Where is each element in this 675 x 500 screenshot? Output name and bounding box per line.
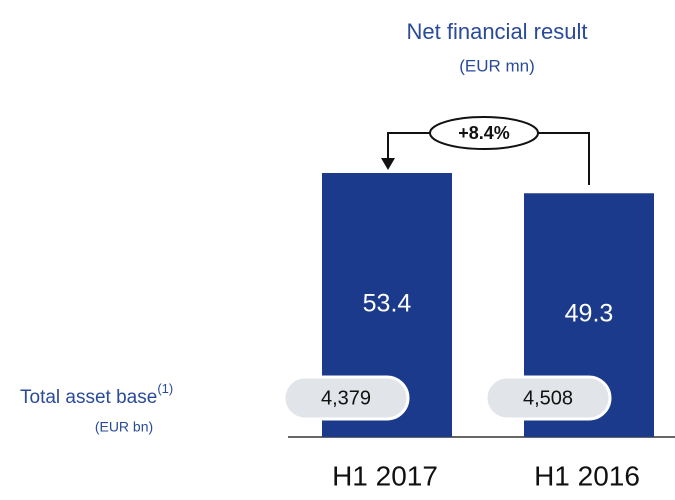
chart-title: Net financial result [407, 19, 588, 44]
asset-base-text: Total asset base [20, 387, 157, 408]
asset-base-label: Total asset base(1) [20, 381, 173, 408]
x-tick-label: H1 2016 [534, 460, 640, 491]
asset-value: 4,508 [523, 387, 573, 409]
asset-value: 4,379 [321, 387, 371, 409]
asset-base-superscript: (1) [157, 381, 173, 396]
asset-pill [484, 375, 612, 421]
asset-base-unit: (EUR bn) [95, 419, 153, 435]
change-oval [429, 116, 539, 150]
x-tick-label: H1 2017 [332, 460, 438, 491]
value-label: 49.3 [565, 300, 614, 328]
asset-pill [282, 375, 410, 421]
chart-subtitle: (EUR mn) [459, 56, 535, 75]
change-label: +8.4% [458, 123, 510, 143]
arrow-head [381, 158, 395, 170]
value-label: 53.4 [363, 290, 412, 318]
